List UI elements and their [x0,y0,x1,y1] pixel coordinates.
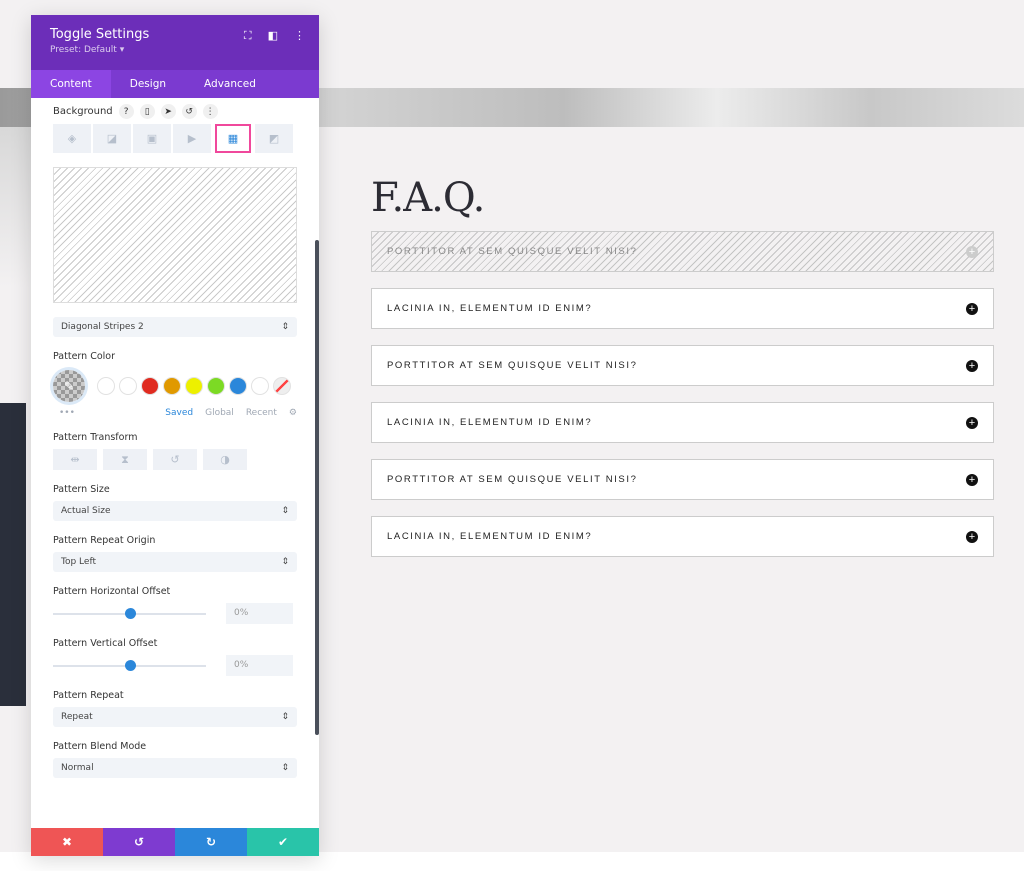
h-offset-input[interactable]: 0% [226,603,293,624]
faq-title: F.A.Q. [371,175,485,221]
faq-toggle[interactable]: PORTTITOR AT SEM QUISQUE VELIT NISI? + [371,345,994,386]
more-options-icon[interactable]: ⋮ [202,104,218,119]
no-color-swatch[interactable] [273,377,291,395]
v-offset-slider[interactable] [53,659,206,671]
gear-icon[interactable]: ⚙ [288,408,297,418]
footer [0,852,1024,871]
slider-handle[interactable] [124,607,136,619]
bg-mask-tab-icon[interactable]: ◩ [255,124,293,153]
color-tab-global[interactable]: Global [205,408,234,418]
faq-toggle[interactable]: LACINIA IN, ELEMENTUM ID ENIM? + [371,402,994,443]
tab-advanced[interactable]: Advanced [204,78,256,90]
pattern-size-label: Pattern Size [53,484,110,495]
updown-icon: ⇕ [281,506,289,516]
faq-toggle[interactable]: LACINIA IN, ELEMENTUM ID ENIM? + [371,516,994,557]
blend-select[interactable]: Normal ⇕ [53,758,297,778]
faq-question: PORTTITOR AT SEM QUISQUE VELIT NISI? [387,246,638,257]
select-value: Repeat [61,712,93,722]
cancel-button[interactable]: ✖ [31,828,103,856]
more-dots-icon[interactable]: ••• [59,408,75,418]
save-button[interactable]: ✔ [247,828,319,856]
plus-icon[interactable]: + [966,245,978,258]
select-value: Top Left [61,557,96,567]
dark-section [0,403,26,706]
slider-handle[interactable] [124,659,136,671]
bg-gradient-tab-icon[interactable]: ◪ [93,124,131,153]
color-swatch[interactable] [141,377,159,395]
rotate-icon[interactable]: ↺ [153,449,197,470]
flip-horizontal-icon[interactable]: ⇹ [53,449,97,470]
preset-dropdown[interactable]: Preset: Default ▾ [50,45,125,55]
h-offset-slider[interactable] [53,607,206,619]
eyedropper-icon[interactable]: ✎ [53,370,85,402]
color-swatch[interactable] [185,377,203,395]
background-image [0,127,31,287]
scrollbar[interactable] [315,240,319,735]
color-swatch[interactable] [97,377,115,395]
redo-button[interactable]: ↻ [175,828,247,856]
select-value: Normal [61,763,94,773]
v-offset-label: Pattern Vertical Offset [53,638,158,649]
color-swatch[interactable] [119,377,137,395]
faq-toggle[interactable]: LACINIA IN, ELEMENTUM ID ENIM? + [371,288,994,329]
updown-icon: ⇕ [281,763,289,773]
faq-question: LACINIA IN, ELEMENTUM ID ENIM? [387,531,593,542]
pattern-preview [53,167,297,303]
repeat-origin-label: Pattern Repeat Origin [53,535,156,546]
pattern-size-select[interactable]: Actual Size ⇕ [53,501,297,521]
plus-icon[interactable]: + [966,359,978,372]
h-offset-label: Pattern Horizontal Offset [53,586,171,597]
repeat-label: Pattern Repeat [53,690,124,701]
plus-icon[interactable]: + [966,530,978,543]
repeat-origin-select[interactable]: Top Left ⇕ [53,552,297,572]
panel-header: Toggle Settings Preset: Default ▾ ⛶ ◧ ⋮ [31,15,319,70]
updown-icon: ⇕ [281,557,289,567]
cursor-icon[interactable]: ➤ [160,104,176,119]
fullscreen-icon[interactable]: ⛶ [243,29,252,42]
select-value: Diagonal Stripes 2 [61,322,144,332]
blend-label: Pattern Blend Mode [53,741,147,752]
sidebar-icon[interactable]: ◧ [267,29,278,42]
faq-toggle[interactable]: PORTTITOR AT SEM QUISQUE VELIT NISI? + [371,459,994,500]
color-swatch[interactable] [251,377,269,395]
more-icon[interactable]: ⋮ [294,29,305,42]
updown-icon: ⇕ [281,322,289,332]
color-swatch[interactable] [207,377,225,395]
plus-icon[interactable]: + [966,302,978,315]
faq-question: LACINIA IN, ELEMENTUM ID ENIM? [387,417,593,428]
undo-button[interactable]: ↺ [103,828,175,856]
pattern-color-label: Pattern Color [53,351,116,362]
color-tab-recent[interactable]: Recent [245,408,277,418]
reset-icon[interactable]: ↺ [181,104,197,119]
plus-icon[interactable]: + [966,416,978,429]
pattern-select[interactable]: Diagonal Stripes 2 ⇕ [53,317,297,337]
repeat-select[interactable]: Repeat ⇕ [53,707,297,727]
v-offset-input[interactable]: 0% [226,655,293,676]
settings-panel: Toggle Settings Preset: Default ▾ ⛶ ◧ ⋮ … [31,15,319,856]
bg-image-tab-icon[interactable]: ▣ [133,124,171,153]
color-swatch[interactable] [229,377,247,395]
flip-vertical-icon[interactable]: ⧗ [103,449,147,470]
faq-toggle[interactable]: PORTTITOR AT SEM QUISQUE VELIT NISI? + [371,231,994,272]
bg-video-tab-icon[interactable]: ▶ [173,124,211,153]
pattern-transform-label: Pattern Transform [53,432,138,443]
help-icon[interactable]: ? [118,104,134,119]
select-value: Actual Size [61,506,111,516]
color-tab-saved[interactable]: Saved [165,408,194,418]
faq-question: PORTTITOR AT SEM QUISQUE VELIT NISI? [387,360,638,371]
updown-icon: ⇕ [281,712,289,722]
bg-color-tab-icon[interactable]: ◈ [53,124,91,153]
color-swatch[interactable] [163,377,181,395]
invert-icon[interactable]: ◑ [203,449,247,470]
mobile-icon[interactable]: ▯ [139,104,155,119]
tab-design[interactable]: Design [129,78,167,90]
tab-content[interactable]: Content [31,70,111,98]
panel-title: Toggle Settings [50,27,150,42]
bg-pattern-tab-icon[interactable]: ▦ [215,124,251,153]
plus-icon[interactable]: + [966,473,978,486]
background-label: Background [53,106,113,117]
faq-question: PORTTITOR AT SEM QUISQUE VELIT NISI? [387,474,638,485]
faq-question: LACINIA IN, ELEMENTUM ID ENIM? [387,303,593,314]
